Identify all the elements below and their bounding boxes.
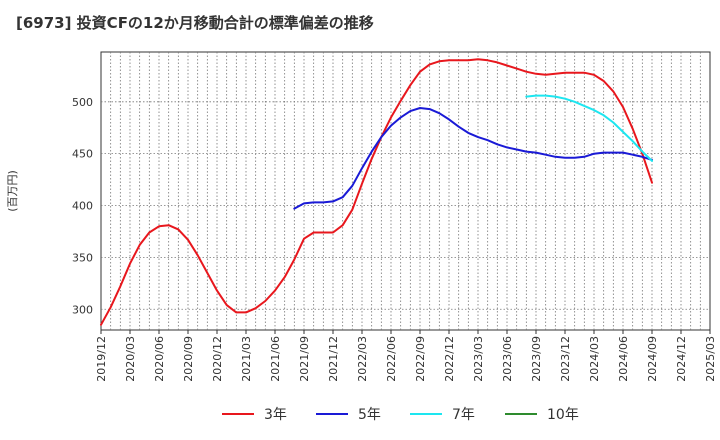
legend-label: 10年 [547, 407, 579, 423]
x-tick-label: 2024/06 [617, 336, 630, 382]
x-tick-label: 2021/06 [269, 336, 282, 382]
axes: 300 350 400 450 500 2019/12 2020/03 2020/06 2020… [72, 96, 717, 382]
legend-label: 5年 [358, 407, 381, 423]
x-tick-label: 2022/12 [443, 336, 456, 382]
x-tick-label: 2022/09 [414, 336, 427, 382]
x-tick-label: 2023/09 [530, 336, 543, 382]
x-tick-label: 2024/03 [588, 336, 601, 382]
y-tick-label: 500 [72, 96, 93, 109]
x-tick-label: 2022/03 [356, 336, 369, 382]
series-lines [100, 58, 653, 326]
series-line-5年 [293, 107, 653, 210]
legend-label: 3年 [264, 407, 287, 423]
x-tick-label: 2020/12 [211, 336, 224, 382]
plot-area [100, 51, 711, 331]
x-tick-label: 2023/12 [559, 336, 572, 382]
x-tick-label: 2023/06 [501, 336, 514, 382]
series-line-7年 [525, 94, 653, 162]
x-tick-label: 2021/09 [298, 336, 311, 382]
x-tick-label: 2020/06 [153, 336, 166, 382]
x-tick-label: 2021/03 [240, 336, 253, 382]
x-tick-label: 2020/09 [182, 336, 195, 382]
x-tick-label: 2024/09 [646, 336, 659, 382]
x-tick-label: 2022/06 [385, 336, 398, 382]
legend-label: 7年 [452, 407, 475, 423]
x-tick-label: 2025/03 [704, 336, 717, 382]
chart-title: [6973] 投資CFの12か月移動合計の標準偏差の推移 [16, 14, 374, 32]
x-tick-label: 2020/03 [124, 336, 137, 382]
x-tick-label: 2023/03 [472, 336, 485, 382]
y-tick-label: 300 [72, 303, 93, 316]
grid-lines [101, 52, 710, 330]
x-tick-label: 2019/12 [95, 336, 108, 382]
y-tick-label: 350 [72, 251, 93, 264]
y-tick-label: 400 [72, 200, 93, 213]
x-tick-label: 2021/12 [327, 336, 340, 382]
series-line-3年 [100, 58, 653, 326]
legend: 3年 5年 7年 10年 [222, 407, 579, 423]
x-tick-label: 2024/12 [675, 336, 688, 382]
y-tick-label: 450 [72, 148, 93, 161]
y-axis-label: (百万円) [6, 170, 19, 212]
